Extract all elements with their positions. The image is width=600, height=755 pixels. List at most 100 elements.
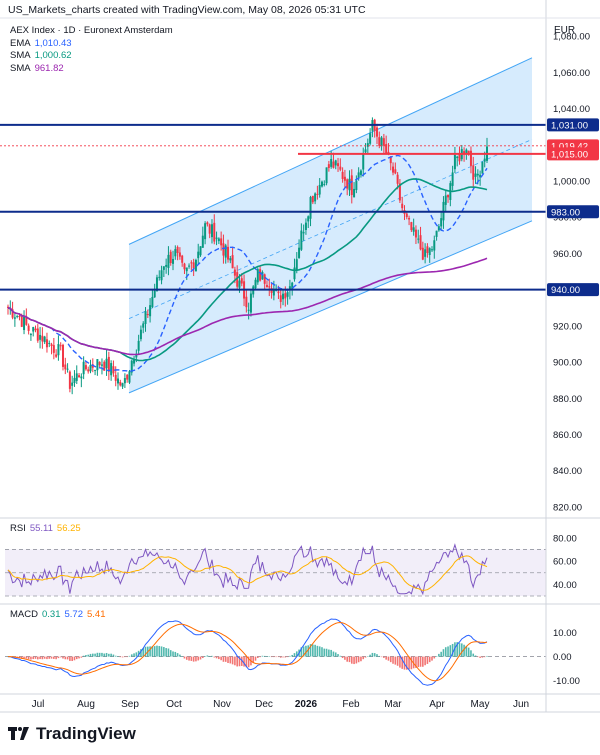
x-tick-label: Dec (255, 699, 273, 710)
macd-hist-bar (224, 656, 227, 662)
candle-body (314, 193, 317, 202)
macd-hist-bar (183, 656, 186, 659)
rsi-legend: RSI 55.11 56.25 (10, 523, 81, 534)
candle-body (481, 162, 484, 174)
candle-body (430, 249, 433, 251)
candle-body (181, 255, 184, 263)
candle-body (332, 161, 335, 168)
axes: EUR 820.00 840.00 860.00 880.00 900.00 920.00 9… (0, 0, 600, 713)
macd-hist-bar (428, 656, 431, 663)
candle-body (437, 226, 440, 231)
macd-hist-bar (197, 656, 200, 661)
y-tick-label: 900.00 (553, 358, 582, 369)
rsi-line (7, 543, 488, 596)
macd-hist-bar (18, 656, 21, 658)
macd-hist-bar (144, 646, 147, 657)
macd-hist-bar (208, 656, 211, 657)
candle-body (375, 127, 378, 137)
macd-hist-bar (435, 655, 438, 657)
x-tick-label: Feb (342, 699, 360, 710)
candle-body (98, 361, 101, 366)
macd-hist-bar (273, 656, 275, 658)
macd-hist-bar (59, 656, 62, 658)
candle-body (366, 143, 369, 147)
macd-hist-bar (124, 656, 126, 658)
price-label: 940.00 (551, 285, 580, 296)
macd-hist-bar (247, 656, 250, 668)
candle-body (440, 218, 443, 227)
currency-label: EUR (554, 25, 575, 36)
x-tick-label: Sep (121, 699, 139, 710)
macd-hist-bar (300, 647, 303, 657)
x-tick-label: Jun (513, 699, 529, 710)
macd-hist-bar (460, 643, 463, 657)
macd-hist-bar (185, 656, 188, 660)
macd-hist-bar (422, 656, 424, 667)
macd-hist-bar (62, 656, 64, 659)
macd-hist-bar (53, 656, 55, 659)
macd-hist-bar (481, 656, 484, 658)
candle-body (476, 173, 479, 176)
macd-hist-bar (254, 656, 257, 661)
candle-body (183, 263, 186, 270)
macd-hist-bar (167, 648, 170, 657)
price-label: 1,019.42 (551, 141, 588, 152)
price-label-bg (547, 118, 599, 132)
macd-hist-bar (105, 652, 108, 657)
legend-sma-50: SMA 1,000.62 (10, 50, 72, 61)
macd-hist-bar (426, 656, 429, 664)
x-tick-label: Jul (32, 699, 45, 710)
macd-hist-bar (87, 654, 90, 657)
candle-body (263, 274, 266, 284)
macd-hist-bar (50, 656, 53, 659)
candle-body (20, 316, 23, 327)
macd-hist-bar (424, 656, 426, 666)
candle-body (224, 245, 227, 258)
candle-body (302, 232, 305, 234)
y-tick-label: 880.00 (553, 394, 582, 405)
price-label-bg (547, 205, 599, 219)
macd-hist-bar (80, 656, 83, 658)
macd-hist-bar (176, 653, 179, 657)
candle-body (174, 249, 177, 257)
candle-body (110, 363, 113, 376)
macd-hist-bar (112, 654, 115, 657)
candle-body (240, 278, 243, 284)
macd-hist-bar (479, 656, 481, 658)
macd-hist-bar (330, 649, 332, 657)
tradingview-logo-icon (8, 727, 30, 741)
candle-body (433, 240, 436, 251)
macd-hist-bar (279, 656, 282, 658)
candle-body (75, 373, 78, 381)
macd-hist-bar (243, 656, 245, 667)
macd-hist-bar (373, 653, 376, 657)
candle-body (474, 173, 477, 177)
candle-body (96, 359, 99, 371)
candle-body (201, 235, 204, 248)
x-tick-label: Oct (166, 699, 182, 710)
macd-hist-bar (282, 656, 284, 658)
price-label: 983.00 (551, 207, 580, 218)
macd-hist-bar (337, 654, 339, 657)
macd-hist-bar (417, 656, 420, 668)
macd-hist-bar (206, 655, 209, 657)
candle-body (114, 374, 117, 381)
macd-hist-bar (378, 655, 381, 657)
macd-hist-bar (467, 647, 470, 657)
macd-hist-bar (341, 656, 344, 659)
candle-body (142, 323, 145, 328)
macd-hist-bar (108, 653, 110, 657)
macd-hist-bar (440, 651, 442, 657)
macd-hist-bar (199, 656, 202, 660)
candle-body (169, 251, 172, 264)
chart-header: US_Markets_charts created with TradingVi… (8, 4, 366, 16)
macd-hist-bar (27, 656, 30, 660)
macd-hist-bar (34, 656, 37, 659)
candle-body (378, 137, 381, 146)
macd-hist-bar (309, 644, 312, 657)
macd-hist-bar (454, 642, 456, 657)
candle-body (451, 172, 454, 186)
candle-body (385, 144, 388, 155)
macd-hist-bar (128, 655, 131, 657)
